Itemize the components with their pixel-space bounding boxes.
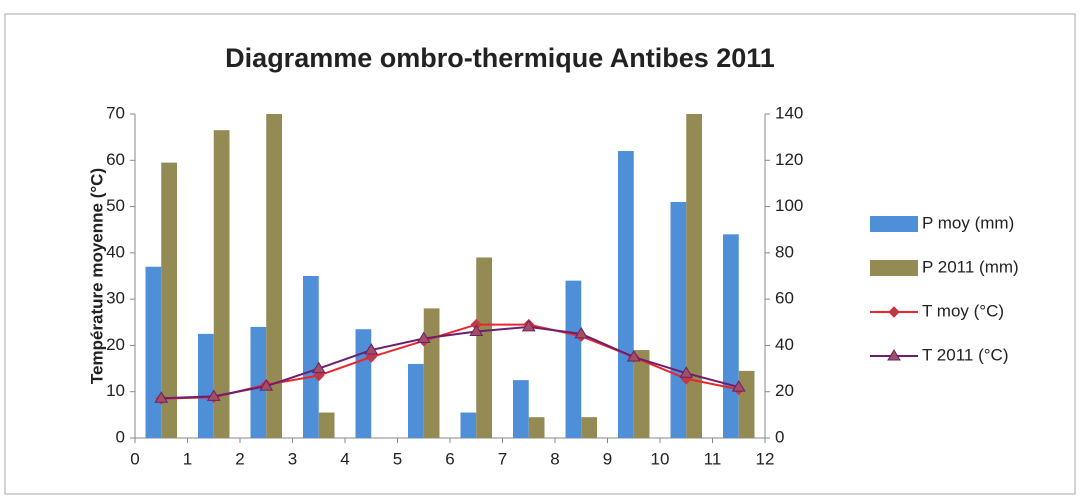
- line-marker: [469, 324, 484, 337]
- y2-tick-label: 20: [775, 381, 794, 400]
- bar: [565, 280, 582, 438]
- bar: [303, 276, 319, 438]
- bar: [738, 370, 755, 438]
- legend-label: T 2011 (°C): [922, 345, 1008, 364]
- bar: [581, 417, 597, 438]
- y2-tick-label: 140: [775, 103, 803, 122]
- x-tick-label: 3: [288, 449, 297, 468]
- y-tick-label: 40: [106, 242, 125, 261]
- y2-tick-label: 40: [775, 335, 794, 354]
- y-tick-label: 10: [106, 381, 125, 400]
- bar: [250, 326, 267, 438]
- line-marker: [626, 350, 641, 362]
- y-tick-label: 60: [106, 150, 125, 169]
- y2-tick-label: 80: [775, 242, 794, 261]
- line-marker: [259, 379, 274, 391]
- legend-label: P 2011 (mm): [922, 257, 1019, 276]
- chart-border: [4, 13, 1076, 495]
- bar: [145, 266, 162, 438]
- x-tick-label: 0: [130, 449, 139, 468]
- y2-tick-label: 0: [775, 427, 784, 446]
- x-tick-label: 2: [235, 449, 244, 468]
- x-tick-label: 10: [651, 449, 670, 468]
- line-marker: [521, 319, 536, 332]
- x-tick-label: 4: [340, 449, 349, 468]
- y-tick-label: 20: [106, 335, 125, 354]
- y-axis-label: Température moyenne (°C): [87, 168, 106, 384]
- x-tick-label: 8: [550, 449, 559, 468]
- legend-marker: [887, 349, 901, 361]
- bar: [318, 412, 335, 438]
- y-tick-label: 30: [106, 289, 125, 308]
- legend-label: T moy (°C): [922, 301, 1004, 320]
- line-marker: [311, 361, 326, 374]
- bar: [513, 380, 529, 438]
- line-marker: [731, 380, 746, 392]
- bar: [460, 412, 477, 438]
- y2-tick-label: 100: [775, 196, 803, 215]
- legend-swatch: [870, 260, 918, 276]
- line-marker: [313, 369, 325, 382]
- bar: [266, 114, 282, 438]
- line: [161, 325, 740, 400]
- bar: [633, 350, 650, 438]
- x-tick-label: 7: [498, 449, 507, 468]
- line-marker: [574, 326, 589, 339]
- y2-tick-label: 60: [775, 289, 794, 308]
- x-tick-label: 1: [183, 449, 192, 468]
- bar: [670, 201, 687, 438]
- line-marker: [154, 391, 169, 403]
- bar: [408, 363, 424, 438]
- bar: [198, 333, 214, 438]
- bar: [423, 308, 440, 438]
- y-tick-label: 50: [106, 196, 125, 215]
- x-tick-label: 9: [603, 449, 612, 468]
- bar: [528, 417, 545, 438]
- bar: [213, 130, 230, 438]
- y2-tick-label: 120: [775, 150, 803, 169]
- bar: [355, 329, 372, 438]
- bar: [161, 162, 177, 438]
- x-tick-label: 12: [756, 449, 775, 468]
- line-marker: [364, 343, 379, 355]
- legend-swatch: [870, 216, 918, 232]
- line-marker: [206, 389, 221, 401]
- bar: [723, 234, 739, 438]
- bar: [686, 114, 702, 438]
- legend-label: P moy (mm): [922, 213, 1014, 232]
- bar: [618, 151, 634, 438]
- y-tick-label: 70: [106, 103, 125, 122]
- chart-title: Diagramme ombro-thermique Antibes 2011: [225, 43, 775, 73]
- y-tick-label: 0: [116, 427, 125, 446]
- x-tick-label: 5: [393, 449, 402, 468]
- bar: [476, 257, 492, 438]
- x-tick-label: 11: [704, 449, 722, 468]
- line-marker: [416, 331, 431, 343]
- line-marker: [679, 366, 694, 378]
- legend-marker: [888, 306, 900, 318]
- x-tick-label: 6: [445, 449, 454, 468]
